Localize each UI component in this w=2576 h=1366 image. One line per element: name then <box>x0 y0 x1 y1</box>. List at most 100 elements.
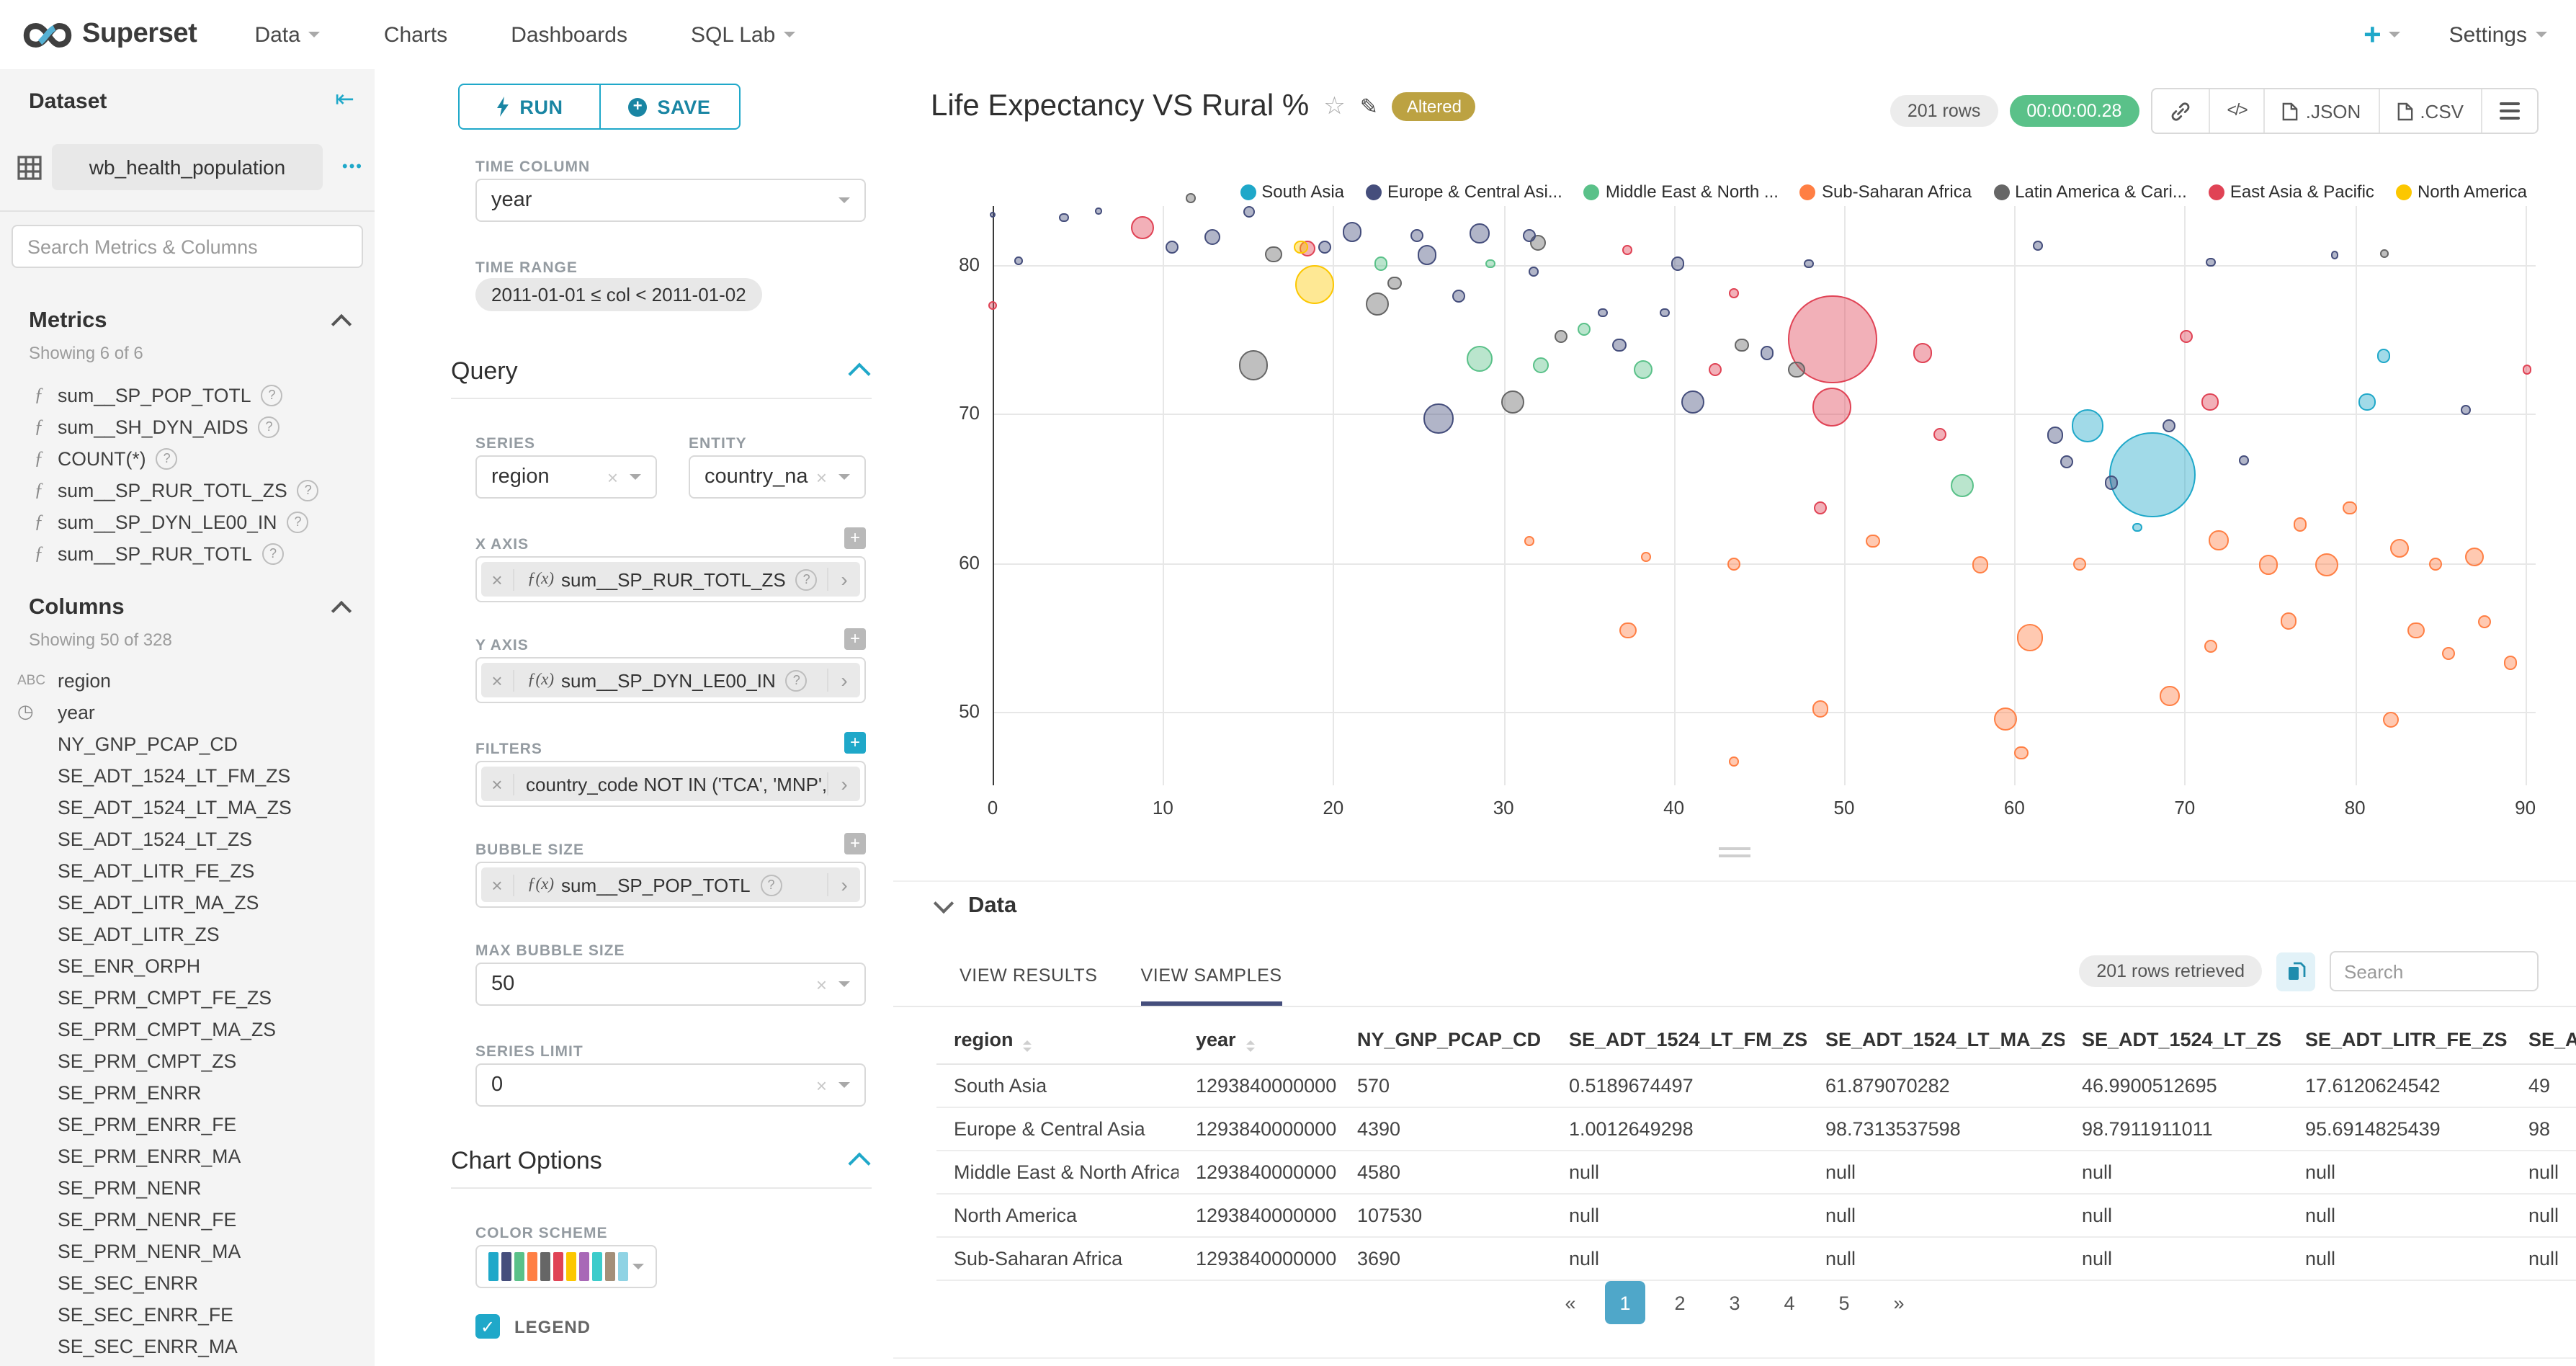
legend-item[interactable]: North America <box>2395 182 2527 202</box>
column-item[interactable]: SE_PRM_ENRR_FE <box>0 1108 375 1140</box>
remove-icon[interactable]: × <box>481 773 514 795</box>
legend-item[interactable]: Europe & Central Asi... <box>1366 182 1562 202</box>
bubble[interactable] <box>2428 558 2442 571</box>
bubble[interactable] <box>2072 558 2086 571</box>
column-item[interactable]: SE_ADT_LITR_FE_ZS <box>0 854 375 886</box>
bubble[interactable] <box>1803 259 1814 269</box>
bubble[interactable] <box>2382 711 2400 728</box>
bubble[interactable] <box>1972 556 1989 573</box>
column-header[interactable]: NY_GNP_PCAP_CD <box>1340 1017 1552 1065</box>
bubble[interactable] <box>2330 250 2339 259</box>
column-item[interactable]: SE_PRM_ENRR <box>0 1076 375 1108</box>
bubble[interactable] <box>1342 222 1362 243</box>
columns-collapse-icon[interactable] <box>331 600 352 622</box>
clear-icon[interactable]: × <box>815 973 827 995</box>
column-item[interactable]: NY_GNP_PCAP_CD <box>0 728 375 759</box>
y-axis-metric-pill[interactable]: × ƒ(x) sum__SP_DYN_LE00_IN ? › <box>481 663 860 697</box>
bubble[interactable] <box>1735 339 1749 352</box>
column-item[interactable]: SE_SEC_ENRR_FE <box>0 1298 375 1330</box>
bubble[interactable] <box>1410 228 1423 242</box>
query-collapse-icon[interactable] <box>848 362 871 385</box>
bubble[interactable] <box>1788 361 1805 378</box>
favorite-star-icon[interactable]: ☆ <box>1323 92 1346 120</box>
bubble[interactable] <box>1466 346 1493 372</box>
page-button-5[interactable]: 5 <box>1838 1292 1850 1313</box>
bubble[interactable] <box>1131 216 1155 240</box>
bubble[interactable] <box>2503 656 2517 670</box>
bubble[interactable] <box>1597 308 1608 318</box>
bubble[interactable] <box>988 300 998 311</box>
bubble[interactable] <box>1577 322 1591 336</box>
data-section-toggle[interactable]: Data <box>933 893 1016 919</box>
clear-icon[interactable]: × <box>607 466 618 488</box>
color-scheme-select[interactable] <box>475 1245 657 1288</box>
bubble[interactable] <box>1522 228 1536 242</box>
bubble[interactable] <box>1423 403 1454 434</box>
bubble[interactable] <box>2522 364 2532 375</box>
legend-checkbox-row[interactable]: ✓ LEGEND <box>475 1314 591 1339</box>
bubble[interactable] <box>1813 501 1828 515</box>
column-item[interactable]: SE_ADT_LITR_MA_ZS <box>0 886 375 918</box>
bubble[interactable] <box>2179 330 2193 344</box>
bubble[interactable] <box>2205 257 2216 267</box>
bubble[interactable] <box>2163 419 2176 433</box>
bubble[interactable] <box>1204 228 1221 246</box>
nav-item-charts[interactable]: Charts <box>384 22 447 47</box>
bubble[interactable] <box>1633 360 1653 380</box>
chart-resize-handle[interactable] <box>1719 847 1750 857</box>
bubble[interactable] <box>2047 427 2064 444</box>
bubble[interactable] <box>1094 207 1102 215</box>
legend-item[interactable]: Middle East & North ... <box>1583 182 1779 202</box>
bubble[interactable] <box>2204 640 2217 653</box>
dataset-name[interactable]: wb_health_population <box>52 144 323 190</box>
clear-icon[interactable]: × <box>815 1074 827 1096</box>
bubble[interactable] <box>2407 622 2425 639</box>
bubble[interactable] <box>1728 288 1739 299</box>
column-item[interactable]: SE_PRM_NENR_MA <box>0 1235 375 1267</box>
time-range-value[interactable]: 2011-01-01 ≤ col < 2011-01-02 <box>475 278 762 311</box>
column-item[interactable]: SE_PRM_CMPT_ZS <box>0 1045 375 1076</box>
page-button-2[interactable]: 2 <box>1674 1292 1686 1313</box>
altered-badge[interactable]: Altered <box>1392 92 1476 121</box>
bubble[interactable] <box>1318 240 1332 254</box>
bubble[interactable] <box>1933 428 1946 442</box>
bubble[interactable] <box>1014 256 1023 265</box>
page-button-1[interactable]: 1 <box>1605 1281 1645 1324</box>
x-axis-metric-pill[interactable]: × ƒ(x) sum__SP_RUR_TOTL_ZS ? › <box>481 562 860 597</box>
export-json-button[interactable]: .JSON <box>2263 89 2379 133</box>
column-item[interactable]: SE_PRM_CMPT_FE_ZS <box>0 981 375 1013</box>
legend-item[interactable]: Sub-Saharan Africa <box>1799 182 1972 202</box>
add-filter-button[interactable]: + <box>844 732 866 754</box>
chart-options-collapse-icon[interactable] <box>848 1152 871 1175</box>
bubble[interactable] <box>2071 409 2104 443</box>
bubble[interactable] <box>1452 290 1466 303</box>
share-link-button[interactable] <box>2152 89 2208 133</box>
clear-icon[interactable]: × <box>815 466 827 488</box>
dataset-more-icon[interactable]: ••• <box>341 159 363 176</box>
bubble[interactable] <box>1501 390 1524 414</box>
bubble[interactable] <box>1641 552 1652 563</box>
bubble[interactable] <box>1374 256 1388 271</box>
bubble[interactable] <box>2358 393 2376 411</box>
export-csv-button[interactable]: .CSV <box>2378 89 2481 133</box>
bubble[interactable] <box>2377 349 2391 363</box>
column-item[interactable]: SE_SEC_NENR <box>0 1362 375 1366</box>
entity-select[interactable]: country_na × <box>689 455 866 499</box>
bubble[interactable] <box>1612 339 1627 352</box>
bubble[interactable] <box>1622 245 1633 256</box>
table-search-input[interactable] <box>2330 951 2539 991</box>
page-button-»[interactable]: » <box>1893 1292 1905 1313</box>
series-select[interactable]: region × <box>475 455 657 499</box>
bubble[interactable] <box>1059 213 1070 223</box>
bubble[interactable] <box>1761 346 1774 360</box>
bubble[interactable] <box>1728 756 1739 767</box>
legend-item[interactable]: South Asia <box>1240 182 1344 202</box>
bubble[interactable] <box>2315 553 2338 576</box>
bubble[interactable] <box>1243 205 1256 218</box>
expand-icon[interactable]: › <box>827 568 860 591</box>
bubble[interactable] <box>2280 612 2297 630</box>
column-header[interactable]: SE_ADT_LITR_MA_ZS <box>2511 1017 2576 1065</box>
expand-icon[interactable]: › <box>827 669 860 692</box>
run-button[interactable]: RUN <box>460 85 599 128</box>
bubble[interactable] <box>1812 700 1829 718</box>
